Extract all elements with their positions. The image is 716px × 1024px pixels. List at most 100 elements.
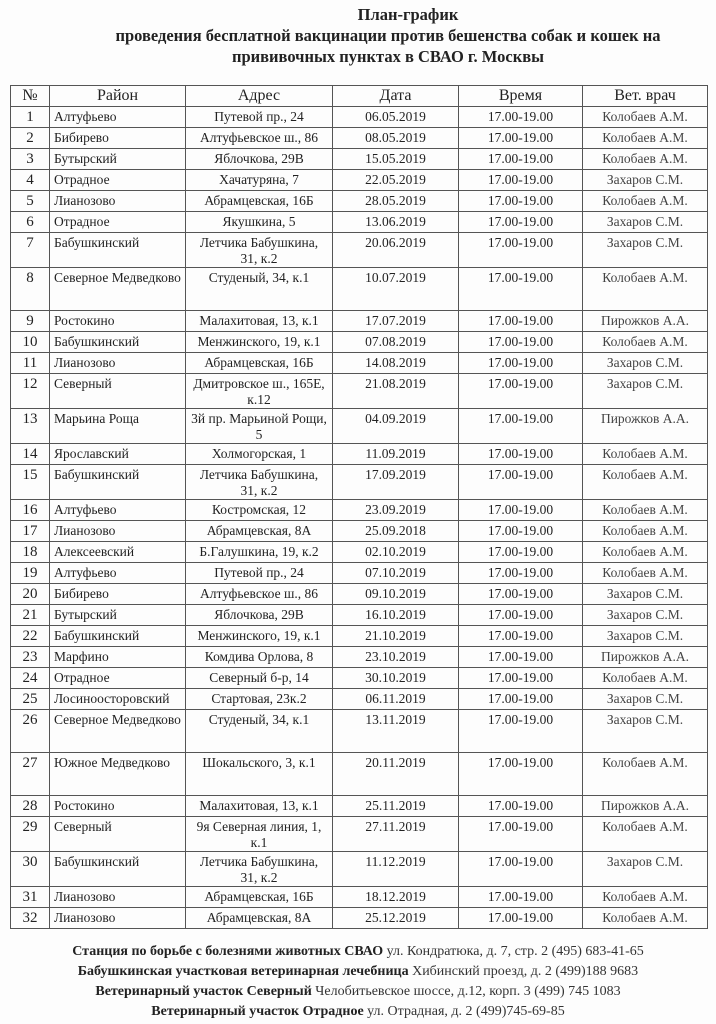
table-row: 26 Северное Медведково Студеный, 34, к.1 13… [10,709,708,753]
row-district: Бибирево [49,127,186,149]
table-row: 17 Лианозово Абрамцевская, 8А 25.09.2018 17.… [10,520,708,542]
row-time: 17.00-19.00 [458,169,583,191]
row-number: 14 [10,443,50,465]
row-vet: Захаров С.М. [582,169,708,191]
row-number: 12 [10,373,50,409]
row-time: 17.00-19.00 [458,752,583,796]
row-district: Северный [49,373,186,409]
row-address: Стартовая, 23к.2 [185,688,333,710]
row-number: 22 [10,625,50,647]
header-district: Район [49,85,186,107]
row-vet: Захаров С.М. [582,352,708,374]
row-address: Абрамцевская, 16Б [185,190,333,212]
row-date: 14.08.2019 [332,352,459,374]
row-district: Лианозово [49,352,186,374]
row-number: 28 [10,795,50,817]
row-number: 16 [10,499,50,521]
row-date: 02.10.2019 [332,541,459,563]
table-row: 22 Бабушкинский Менжинского, 19, к.1 21.10.… [10,625,708,647]
row-address: Северный б-р, 14 [185,667,333,689]
row-number: 8 [10,267,50,311]
table-row: 8 Северное Медведково Студеный, 34, к.1 10.… [10,267,708,311]
row-address: Дмитровское ш., 165Е, к.12 [185,373,333,409]
row-vet: Колобаев А.М. [582,443,708,465]
table-row: 2 Бибирево Алтуфьевское ш., 86 08.05.2019 17… [10,127,708,149]
row-district: Ростокино [49,795,186,817]
table-row: 21 Бутырский Яблочкова, 29В 16.10.2019 17.00… [10,604,708,626]
row-date: 06.05.2019 [332,106,459,128]
row-vet: Пирожков А.А. [582,408,708,444]
row-date: 13.11.2019 [332,709,459,753]
row-address: Летчика Бабушкина, 31, к.2 [185,851,333,887]
row-date: 07.10.2019 [332,562,459,584]
row-date: 17.07.2019 [332,310,459,332]
row-number: 15 [10,464,50,500]
row-number: 29 [10,816,50,852]
row-district: Лианозово [49,520,186,542]
row-number: 19 [10,562,50,584]
row-number: 4 [10,169,50,191]
document-subtitle-line-1: проведения бесплатной вакцинации против … [115,26,661,45]
row-time: 17.00-19.00 [458,688,583,710]
row-district: Лосиноосторовский [49,688,186,710]
table-row: 4 Отрадное Хачатуряна, 7 22.05.2019 17.00-19… [10,169,708,191]
row-time: 17.00-19.00 [458,464,583,500]
row-district: Отрадное [49,211,186,233]
row-time: 17.00-19.00 [458,604,583,626]
row-district: Ярославский [49,443,186,465]
row-number: 11 [10,352,50,374]
row-address: Студеный, 34, к.1 [185,709,333,753]
row-vet: Захаров С.М. [582,211,708,233]
row-vet: Колобаев А.М. [582,148,708,170]
table-row: 1 Алтуфьево Путевой пр., 24 06.05.2019 17.00… [10,106,708,128]
row-district: Бутырский [49,148,186,170]
row-vet: Захаров С.М. [582,709,708,753]
row-vet: Колобаев А.М. [582,464,708,500]
row-vet: Пирожков А.А. [582,795,708,817]
table-row: 27 Южное Медведково Шокальского, 3, к.1 20.… [10,752,708,796]
table-row: 28 Ростокино Малахитовая, 13, к.1 25.11.201… [10,795,708,817]
row-district: Алтуфьево [49,499,186,521]
row-district: Бабушкинский [49,464,186,500]
row-date: 15.05.2019 [332,148,459,170]
footer-contact-line: Станция по борьбе с болезнями животных С… [0,942,716,962]
row-number: 21 [10,604,50,626]
table-row: 6 Отрадное Якушкина, 5 13.06.2019 17.00-19.0… [10,211,708,233]
row-district: Бабушкинский [49,625,186,647]
row-time: 17.00-19.00 [458,499,583,521]
row-number: 7 [10,232,50,268]
row-time: 17.00-19.00 [458,667,583,689]
table-row: 12 Северный Дмитровское ш., 165Е, к.12 21.0… [10,373,708,409]
row-time: 17.00-19.00 [458,709,583,753]
row-address: 3й пр. Марьиной Рощи, 5 [185,408,333,444]
document-subtitle-line-2: прививочных пунктах в СВАО г. Москвы [231,47,545,66]
row-address: Хачатуряна, 7 [185,169,333,191]
row-number: 24 [10,667,50,689]
table-row: 29 Северный 9я Северная линия, 1, к.1 27.11… [10,816,708,852]
row-vet: Захаров С.М. [582,851,708,887]
row-date: 04.09.2019 [332,408,459,444]
table-row: 14 Ярославский Холмогорская, 1 11.09.2019 17… [10,443,708,465]
row-district: Северное Медведково [49,709,186,753]
row-number: 25 [10,688,50,710]
footer-org-name: Ветеринарный участок Отрадное [151,1004,364,1019]
row-district: Лианозово [49,190,186,212]
row-number: 5 [10,190,50,212]
row-district: Южное Медведково [49,752,186,796]
row-date: 20.06.2019 [332,232,459,268]
header-vet: Вет. врач [582,85,708,107]
header-date: Дата [332,85,459,107]
row-vet: Колобаев А.М. [582,541,708,563]
row-date: 07.08.2019 [332,331,459,353]
row-time: 17.00-19.00 [458,352,583,374]
row-date: 16.10.2019 [332,604,459,626]
row-address: Путевой пр., 24 [185,106,333,128]
row-time: 17.00-19.00 [458,106,583,128]
row-number: 2 [10,127,50,149]
row-date: 28.05.2019 [332,190,459,212]
row-district: Бибирево [49,583,186,605]
footer-org-name: Бабушкинская участковая ветеринарная леч… [77,964,409,979]
row-date: 25.09.2018 [332,520,459,542]
row-date: 17.09.2019 [332,464,459,500]
row-time: 17.00-19.00 [458,541,583,563]
